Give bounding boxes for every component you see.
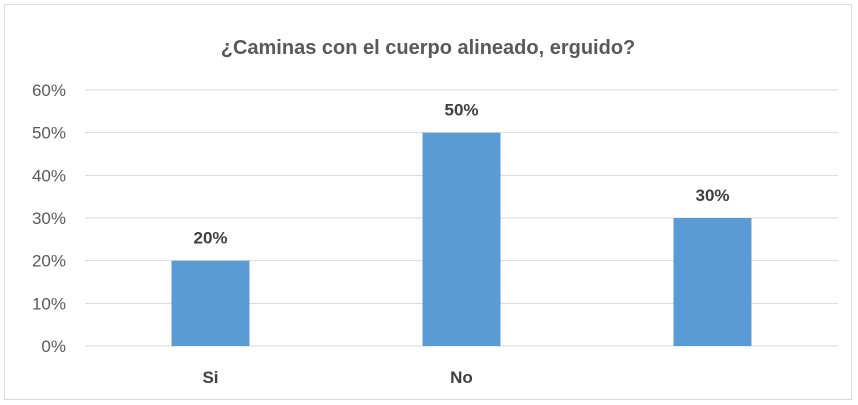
y-tick-label: 50% <box>32 124 66 143</box>
y-tick-label: 10% <box>32 294 66 313</box>
data-labels: 20% 50% 30% <box>193 101 729 248</box>
bar <box>171 260 250 346</box>
y-tick-label: 60% <box>32 81 66 100</box>
x-category-label: Si <box>202 368 218 387</box>
y-tick-label: 30% <box>32 209 66 228</box>
chart-title: ¿Caminas con el cuerpo alineado, erguido… <box>220 37 636 59</box>
y-tick-label: 0% <box>41 337 66 356</box>
bars <box>171 132 752 346</box>
bar <box>673 218 752 346</box>
y-axis-tick-labels: 0% 10% 20% 30% 40% 50% 60% <box>32 81 66 356</box>
data-label: 20% <box>193 229 227 248</box>
y-tick-label: 20% <box>32 252 66 271</box>
bar <box>422 132 501 346</box>
data-label: 30% <box>695 186 729 205</box>
x-category-label: No <box>450 368 473 387</box>
y-tick-label: 40% <box>32 166 66 185</box>
x-axis-category-labels: Si No <box>202 368 472 387</box>
data-label: 50% <box>444 101 478 120</box>
